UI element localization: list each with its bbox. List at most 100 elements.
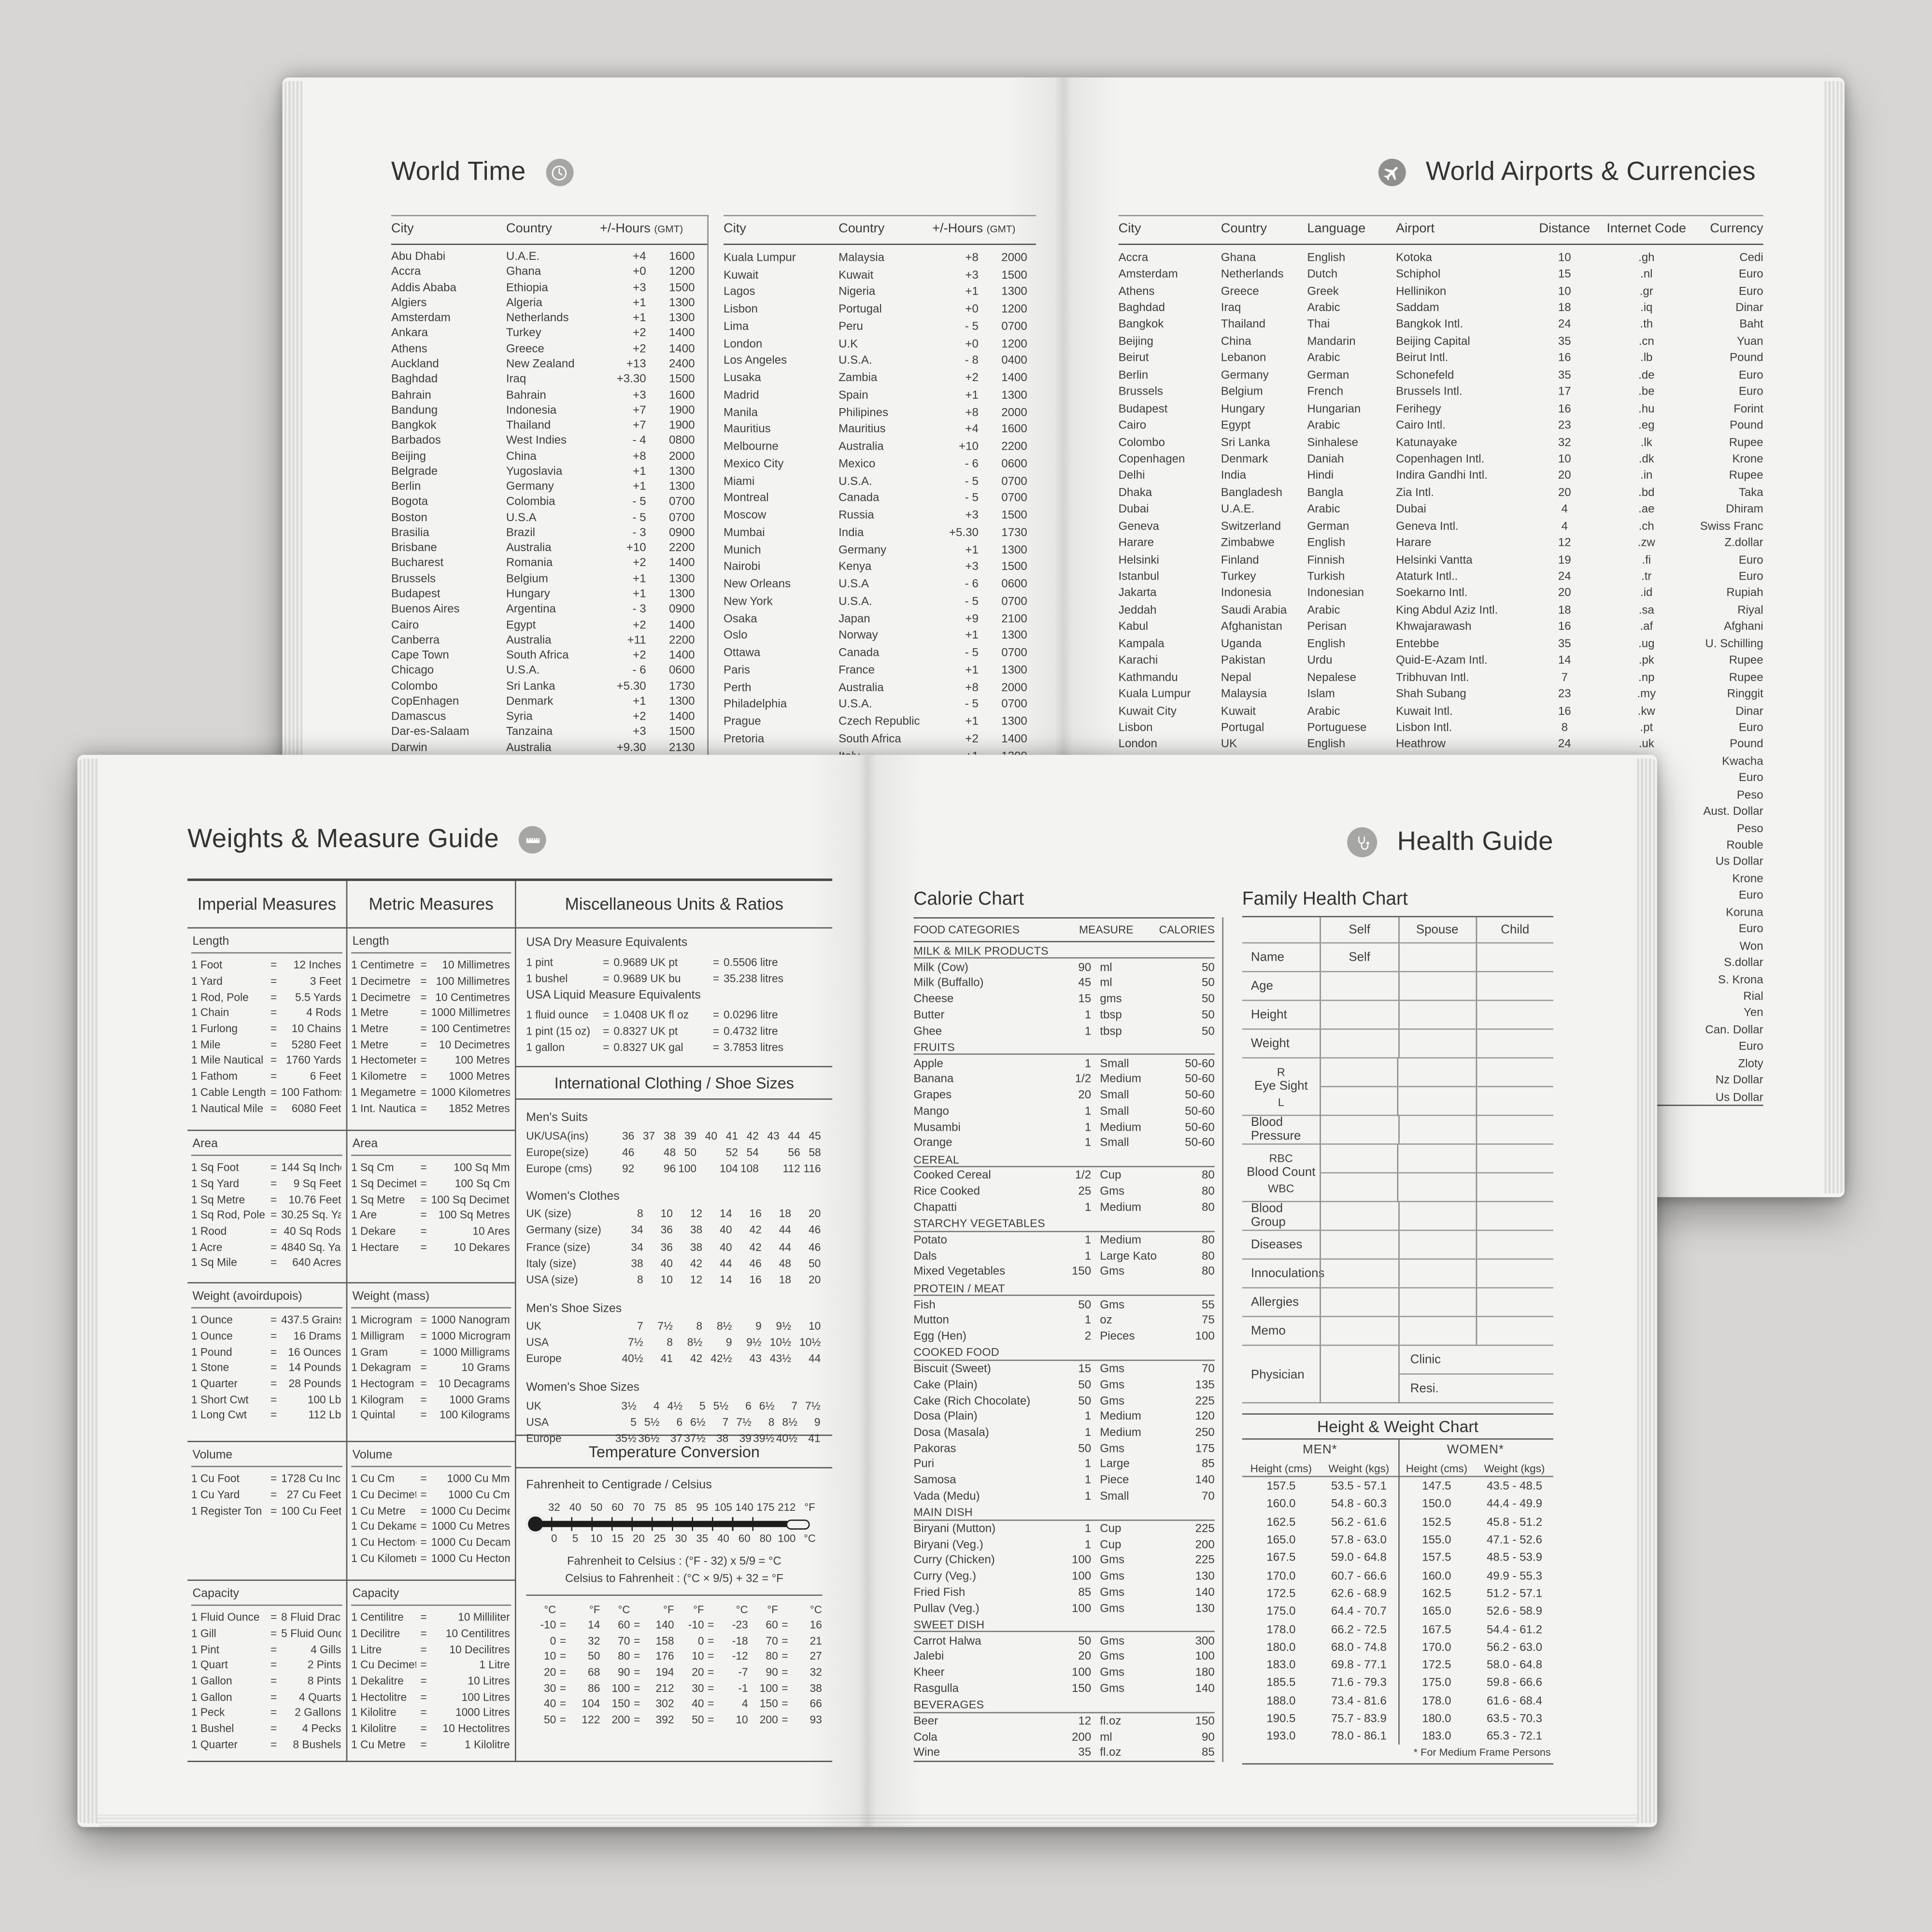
table-cell: 1 Mile Nautical <box>191 1054 264 1067</box>
table-row: 1 Litre = 10 Decilitres <box>351 1641 511 1657</box>
table-cell: 36 <box>622 1129 635 1142</box>
table-cell: = <box>270 1224 277 1237</box>
table-cell: Hungarian <box>1307 402 1361 415</box>
table-cell: 50 <box>1078 1634 1092 1647</box>
table-cell: Finland <box>1221 553 1259 566</box>
table-cell: New Orleans <box>724 577 791 590</box>
subsection-title: Women's Clothes <box>526 1189 620 1203</box>
table-cell: Argentina <box>506 602 556 615</box>
table-cell: 10 Decimetres <box>439 1038 510 1051</box>
table-cell: 150 <box>1195 1714 1215 1727</box>
table-cell: Auckland <box>391 357 439 370</box>
table-cell: Paris <box>724 663 750 676</box>
table-cell: Osaka <box>724 611 757 625</box>
table-row: 1 Hectometer = 100 Metres <box>351 1052 511 1068</box>
table-cell: Oslo <box>724 629 748 642</box>
subsection-title: Fahrenheit to Centigrade / Celsius <box>526 1478 712 1492</box>
table-row: 162.5 56.2 - 61.6 152.5 45.8 - 51.2 <box>1242 1513 1553 1531</box>
table-header: Self Spouse Child <box>1242 916 1554 944</box>
table-cell: Australia <box>838 440 884 453</box>
table-cell: 1 Hectare <box>351 1240 399 1253</box>
table-cell: 8½ <box>687 1336 703 1349</box>
table-cell: Philadelphia <box>724 697 787 710</box>
table-cell: = <box>603 1040 610 1053</box>
table-cell: Japan <box>838 611 870 625</box>
table-cell: Dutch <box>1307 268 1338 280</box>
table-cell: U. Schilling <box>1705 637 1763 650</box>
table-cell: Chapatti <box>913 1201 957 1213</box>
table-cell: Ghana <box>1221 251 1256 264</box>
table-cell: 10½ <box>769 1336 792 1349</box>
table-cell: 178.0 <box>1266 1622 1296 1635</box>
table-cell: = <box>781 1650 788 1663</box>
table-cell: UK (size) <box>526 1207 571 1220</box>
table-cell: = <box>781 1634 788 1647</box>
table-cell: 1 Are <box>351 1208 377 1222</box>
table-cell: Aust. Dollar <box>1703 805 1763 818</box>
table-cell: = <box>781 1681 788 1694</box>
table-row: 165.0 57.8 - 63.0 155.0 47.1 - 52.6 <box>1242 1531 1553 1548</box>
table-cell: +8 <box>965 405 979 418</box>
table-cell: 80 <box>1202 1201 1215 1213</box>
table-cell: 48.5 - 53.9 <box>1486 1551 1542 1564</box>
table-cell: 157.5 <box>1422 1551 1451 1564</box>
table-cell: 41 <box>725 1129 738 1142</box>
table-cell: 0.4732 litre <box>724 1024 778 1037</box>
table-cell: 1 Ounce <box>191 1314 233 1327</box>
table-cell: .eg <box>1638 418 1655 431</box>
table-row: 1 Cable Length = 100 Fathoms <box>191 1084 342 1100</box>
table-cell: Nigeria <box>838 285 876 298</box>
table-row: Biryani (Mutton) 1 Cup 225 <box>913 1520 1215 1536</box>
table-cell: 75 <box>1202 1313 1215 1326</box>
table-cell: 2000 <box>1001 251 1027 264</box>
table-cell: 100 Sq Decimetres <box>431 1193 510 1206</box>
table-cell: 1 Gram <box>351 1345 388 1358</box>
table-cell: 1 Sq Decimetre <box>351 1177 416 1190</box>
table-row: Baghdad Iraq Arabic Saddam 18 .iq Dinar <box>1119 299 1763 316</box>
table-cell: 1.0408 UK fl oz <box>613 1008 689 1021</box>
table-cell: 68 <box>588 1666 600 1678</box>
table-cell: .af <box>1640 620 1653 633</box>
table-cell: = <box>420 1161 427 1174</box>
table-cell: 1728 Cu Inches <box>281 1472 341 1485</box>
table-cell: 75.7 - 83.9 <box>1331 1712 1387 1725</box>
table-cell: 54.4 - 61.2 <box>1486 1622 1542 1635</box>
table-cell: Germany <box>506 480 554 493</box>
measures-grid: Imperial Measures Length 1 Foot = 12 Inche… <box>187 878 833 1762</box>
table-row: 1 Hectare = 10 Dekares <box>351 1239 511 1255</box>
table-cell: 10 Hectolitres <box>442 1722 510 1735</box>
table-cell: = <box>634 1650 640 1663</box>
table-cell: 100 <box>1072 1666 1092 1678</box>
table-cell: 35 <box>1558 335 1571 348</box>
table-cell: 1 <box>1084 1057 1092 1070</box>
table-cell: New Zealand <box>506 357 575 370</box>
table-row: Cairo Egypt Arabic Cairo Intl. 23 .eg Pound <box>1119 417 1763 434</box>
table-cell: Malaysia <box>838 251 884 264</box>
table-cell: = <box>270 1345 277 1358</box>
table-cell: 180.0 <box>1422 1712 1451 1725</box>
header-men: MEN* <box>1302 1443 1337 1457</box>
table-cell: Bangkok <box>1118 318 1164 331</box>
table-cell: Schonefeld <box>1396 368 1454 381</box>
table-cell: 1300 <box>1001 629 1027 642</box>
table-row: USA 5 5½ 6 6½ 7 7½ 8 8½ 9 <box>526 1414 822 1430</box>
table-cell: 1 Furlong <box>191 1022 238 1035</box>
table-cell: 10 Ares <box>472 1224 510 1237</box>
table-cell: +5.30 <box>949 526 979 539</box>
table-cell: Czech Republic <box>838 715 920 728</box>
table-cell: 0700 <box>1001 646 1027 659</box>
table-cell: - 6 <box>965 577 979 590</box>
table-cell: 0700 <box>1001 595 1027 608</box>
table-cell: 10 <box>736 1713 748 1726</box>
table-cell: 392 <box>655 1713 674 1726</box>
table-cell: = <box>420 1690 427 1703</box>
table-cell: -18 <box>732 1634 748 1647</box>
table-cell: 0900 <box>669 602 695 615</box>
table-cell: 1000 Grams <box>449 1393 510 1406</box>
table-cell: 1 <box>1084 1489 1092 1502</box>
table-row: Munich Germany +1 1300 <box>724 541 1036 558</box>
table-cell: 10 <box>544 1650 556 1663</box>
thermometer-tip <box>786 1519 810 1529</box>
table-cell: Accra <box>1118 251 1149 264</box>
table-cell: 50 <box>1202 960 1215 973</box>
